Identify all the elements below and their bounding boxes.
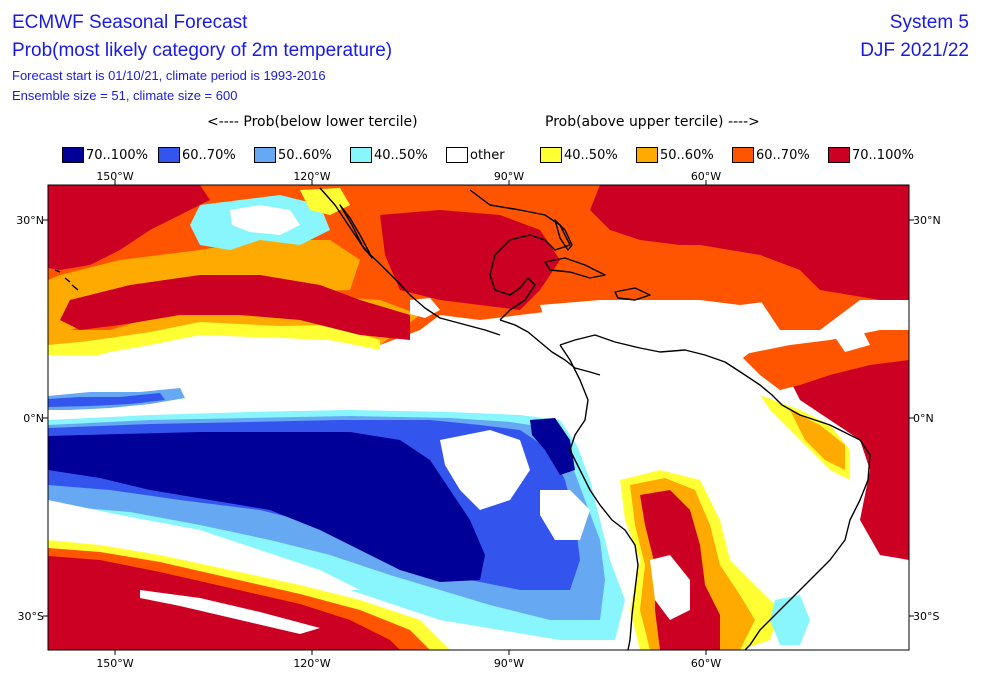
lat-tick-right-0n: 0°N (913, 412, 934, 425)
coastline-baja (339, 204, 373, 259)
legend-swatch (446, 147, 468, 163)
lat-tick-right-30s: 30°S (913, 610, 939, 623)
north-warm-yellow-fringe (48, 322, 380, 362)
legend-label: 60..70% (756, 147, 810, 163)
south-cold-darkblue-core (48, 432, 485, 582)
lat-tick-left-30n: 30°N (16, 214, 44, 227)
legend-swatch (254, 147, 276, 163)
coastline-hispaniola (614, 287, 651, 301)
tick-marks (43, 180, 914, 655)
coastline-cuba (544, 257, 606, 279)
legend-item-other: other (446, 146, 505, 164)
legend-item-above-40-50: 40..50% (540, 146, 618, 164)
legend-item-below-40-50: 40..50% (350, 146, 428, 164)
legend-label: other (470, 147, 505, 163)
caribbean-white (540, 300, 760, 360)
north-orange-atlantic-mid (630, 245, 800, 305)
forecast-start-info: Forecast start is 01/10/21, climate peri… (12, 68, 326, 83)
coastline-gulf (469, 189, 571, 321)
coastline-south-america (559, 334, 871, 650)
south-warm-white-stripe (140, 590, 320, 634)
legend-swatch (828, 147, 850, 163)
legend-label: 50..60% (278, 147, 332, 163)
equatorial-blue-strip-core (48, 393, 165, 407)
lat-tick-right-30n: 30°N (913, 214, 941, 227)
lon-tick-top-150w: 150°W (96, 170, 133, 183)
north-red-mexico (380, 210, 560, 310)
chart-title: ECMWF Seasonal Forecast (12, 12, 248, 33)
lon-tick-top-120w: 120°W (293, 170, 330, 183)
north-red-pacific-west (48, 185, 210, 270)
lon-tick-bottom-150w: 150°W (96, 657, 133, 670)
legend-item-below-60-70: 60..70% (158, 146, 236, 164)
legend-item-below-50-60: 50..60% (254, 146, 332, 164)
lon-tick-top-90w: 90°W (494, 170, 524, 183)
lat-tick-left-30s: 30°S (18, 610, 44, 623)
lon-tick-bottom-60w: 60°W (691, 657, 721, 670)
lon-tick-bottom-90w: 90°W (494, 657, 524, 670)
south-white-hole-1 (440, 430, 530, 510)
coastline-central-america (499, 319, 601, 376)
legend-label: 40..50% (564, 147, 618, 163)
legend-label: 40..50% (374, 147, 428, 163)
brazil-orange-edge-2 (790, 410, 845, 470)
south-white-hole-2 (540, 490, 590, 540)
brazil-red (790, 355, 909, 560)
probability-field (48, 185, 909, 650)
legend-item-below-70-100: 70..100% (62, 146, 148, 164)
ssa-cyan-patch (770, 595, 810, 645)
lon-tick-top-60w: 60°W (691, 170, 721, 183)
legend-label: 50..60% (660, 147, 714, 163)
legend-swatch (636, 147, 658, 163)
lon-tick-bottom-120w: 120°W (293, 657, 330, 670)
north-red-pacific-core (60, 275, 410, 340)
legend-swatch (158, 147, 180, 163)
north-white-patch-1 (230, 205, 300, 235)
legend-swatch (350, 147, 372, 163)
system-label: System 5 (889, 12, 969, 33)
coastlines (54, 187, 871, 650)
coastline-hawaii (54, 269, 79, 291)
legend-label: 60..70% (182, 147, 236, 163)
legend-item-above-60-70: 60..70% (732, 146, 810, 164)
legend-label: 70..100% (852, 147, 914, 163)
legend-item-above-50-60: 50..60% (636, 146, 714, 164)
coastline-north-america-west (319, 187, 501, 336)
ensemble-info: Ensemble size = 51, climate size = 600 (12, 88, 238, 103)
legend-below-title: <---- Prob(below lower tercile) (207, 114, 418, 130)
ssa-white-inner (650, 555, 690, 620)
coastline-south-america-west (559, 344, 639, 650)
legend-label: 70..100% (86, 147, 148, 163)
south-white-band (48, 500, 360, 590)
legend-swatch (540, 147, 562, 163)
atlantic-white-patches (830, 325, 870, 352)
north-red-atlantic (590, 185, 909, 300)
chart-subtitle: Prob(most likely category of 2m temperat… (12, 40, 393, 61)
legend-item-above-70-100: 70..100% (828, 146, 914, 164)
legend-above-title: Prob(above upper tercile) ----> (545, 114, 760, 130)
lat-tick-left-0n: 0°N (23, 412, 44, 425)
south-cold-darkblue-nino (530, 418, 575, 475)
legend-swatch (62, 147, 84, 163)
coastline-florida (554, 219, 573, 251)
legend-swatch (732, 147, 754, 163)
season-label: DJF 2021/22 (860, 40, 969, 61)
